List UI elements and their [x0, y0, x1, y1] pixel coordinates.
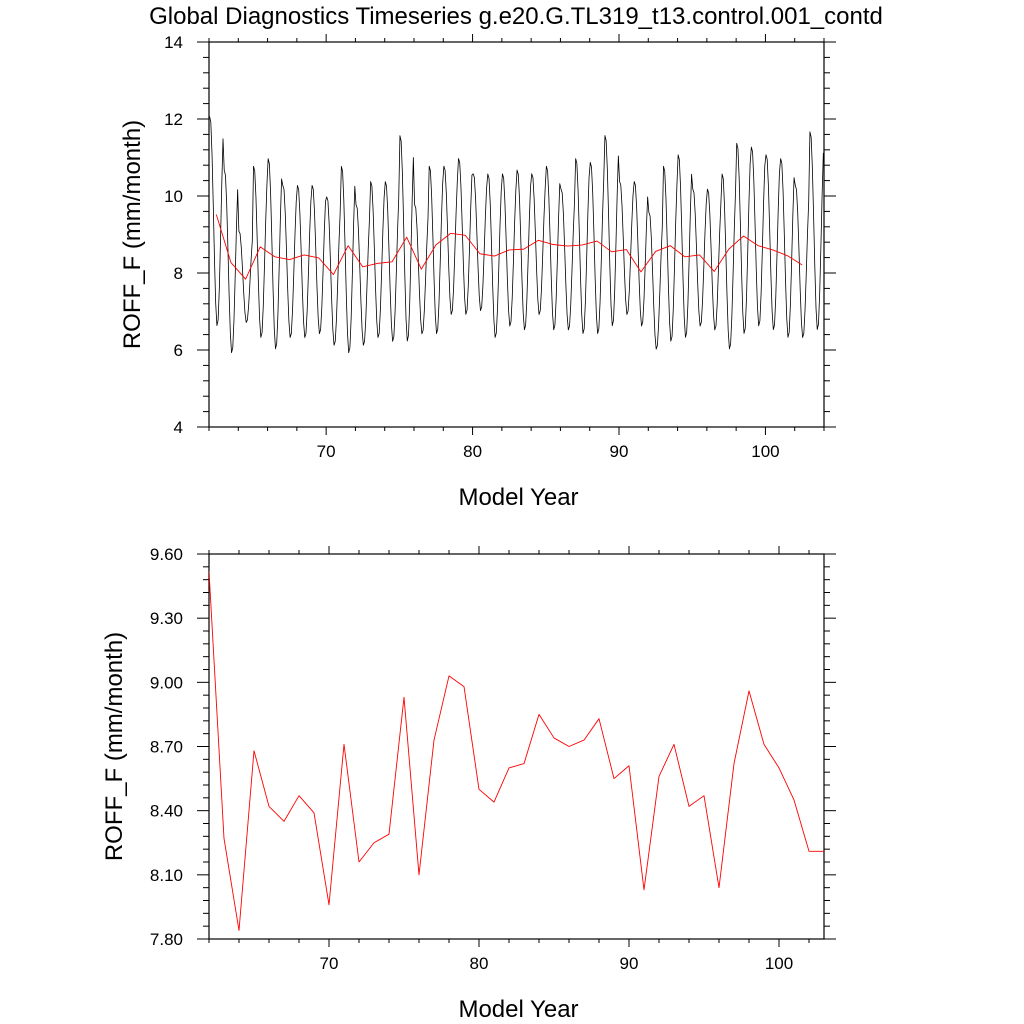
y-tick-label: 4 [174, 418, 183, 437]
y-tick-label: 9.60 [150, 545, 183, 564]
y-tick-label: 9.00 [150, 673, 183, 692]
monthly-series-line [209, 116, 824, 354]
figure-title: Global Diagnostics Timeseries g.e20.G.TL… [149, 3, 883, 30]
timeseries-panel-top: 70 80 90 100 4 6 8 10 12 14 Model Year ROFF_F (mm/m… [119, 33, 836, 511]
y-tick-label: 8.10 [150, 866, 183, 885]
annual-mean-series-line [209, 571, 824, 931]
y-tick-label: 14 [164, 33, 183, 52]
y-tick-label: 8 [174, 264, 183, 283]
x-tick-label: 80 [463, 442, 482, 461]
annual-mean-series-line [215, 214, 803, 280]
x-tick-label: 70 [320, 954, 339, 973]
plot-frame [208, 553, 825, 940]
y-tick-label: 8.70 [150, 738, 183, 757]
x-tick-label: 90 [610, 442, 629, 461]
x-tick-label: 100 [751, 442, 779, 461]
y-tick-label: 7.80 [150, 930, 183, 949]
y-axis-label: ROFF_F (mm/month) [101, 632, 128, 861]
x-tick-label: 70 [317, 442, 336, 461]
x-tick-label: 90 [620, 954, 639, 973]
x-axis-label: Model Year [458, 484, 578, 511]
y-axis-label: ROFF_F (mm/month) [119, 120, 146, 349]
x-tick-label: 80 [470, 954, 489, 973]
y-tick-label: 6 [174, 341, 183, 360]
y-tick-label: 12 [164, 110, 183, 129]
timeseries-panel-bottom: 70 80 90 100 7.80 8.10 8.40 8.70 9.00 9.30 9.60 Mod… [101, 545, 836, 1023]
y-tick-label: 8.40 [150, 802, 183, 821]
y-tick-label: 10 [164, 187, 183, 206]
plot-frame [208, 41, 825, 428]
y-tick-label: 9.30 [150, 609, 183, 628]
x-axis-label: Model Year [458, 996, 578, 1023]
x-tick-label: 100 [765, 954, 793, 973]
